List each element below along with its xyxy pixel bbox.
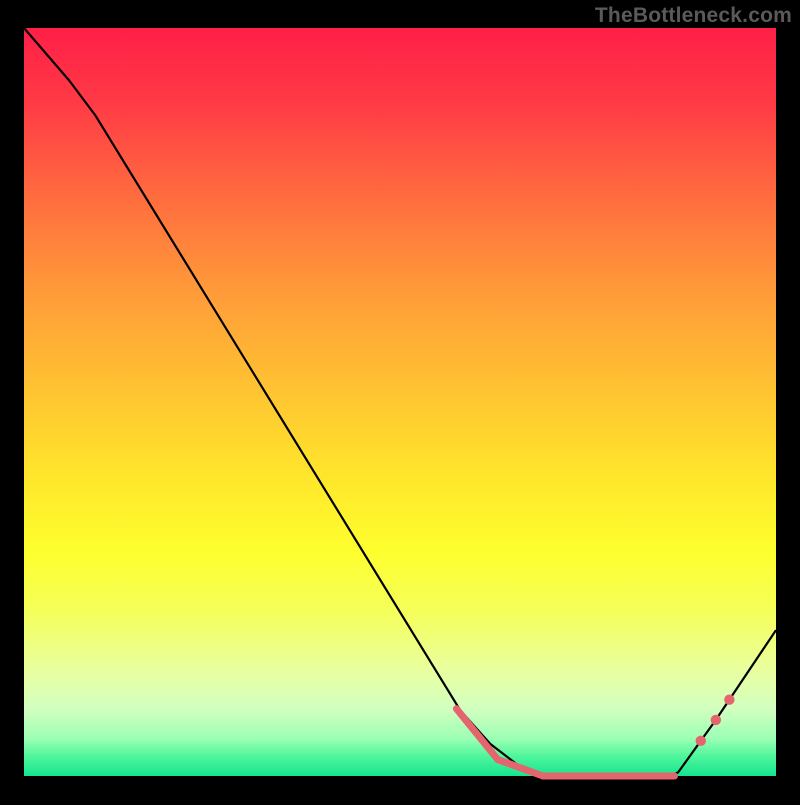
marker-dot: [711, 715, 721, 725]
gradient-background: [24, 28, 776, 776]
marker-dot: [696, 736, 706, 746]
marker-dot: [724, 695, 734, 705]
watermark-text: TheBottleneck.com: [595, 4, 792, 28]
bottleneck-chart: [0, 0, 800, 800]
